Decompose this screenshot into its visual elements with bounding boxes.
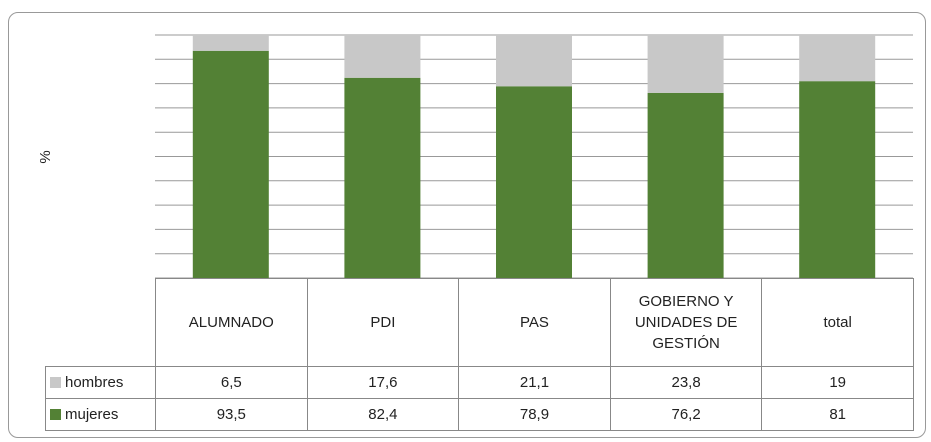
legend-swatch [50, 409, 61, 420]
data-label: 93,5 [155, 398, 308, 431]
x-tick-label: PDI [306, 278, 460, 367]
bar-segment [496, 86, 572, 278]
legend-label: mujeres [65, 406, 119, 423]
data-label: 78,9 [458, 398, 611, 431]
bar-segment [799, 35, 876, 82]
legend-entry: hombres [45, 366, 156, 399]
x-tick-label: total [761, 278, 914, 367]
legend-swatch [50, 377, 61, 388]
data-label: 76,2 [609, 398, 763, 431]
y-axis-label: % [37, 150, 54, 163]
bar-segment [799, 81, 876, 278]
bar-segment [647, 35, 724, 93]
bar-segment [192, 50, 269, 278]
x-tick-label: ALUMNADO [155, 278, 308, 367]
data-label: 81 [761, 398, 914, 431]
data-label: 6,5 [155, 366, 308, 399]
data-label: 17,6 [306, 366, 460, 399]
legend-entry: mujeres [45, 398, 156, 431]
bar-segment [192, 35, 269, 51]
data-label: 19 [761, 366, 914, 399]
legend-label: hombres [65, 374, 124, 391]
data-label: 21,1 [458, 366, 611, 399]
x-tick-label: GOBIERNO Y UNIDADES DE GESTIÓN [609, 278, 763, 367]
bar-segment [344, 35, 421, 78]
chart-frame [8, 12, 926, 438]
bar-segment [496, 35, 572, 87]
bar-segment [344, 77, 421, 278]
data-label: 23,8 [609, 366, 763, 399]
data-label: 82,4 [306, 398, 460, 431]
x-tick-label: PAS [458, 278, 611, 367]
bar-segment [647, 92, 724, 278]
